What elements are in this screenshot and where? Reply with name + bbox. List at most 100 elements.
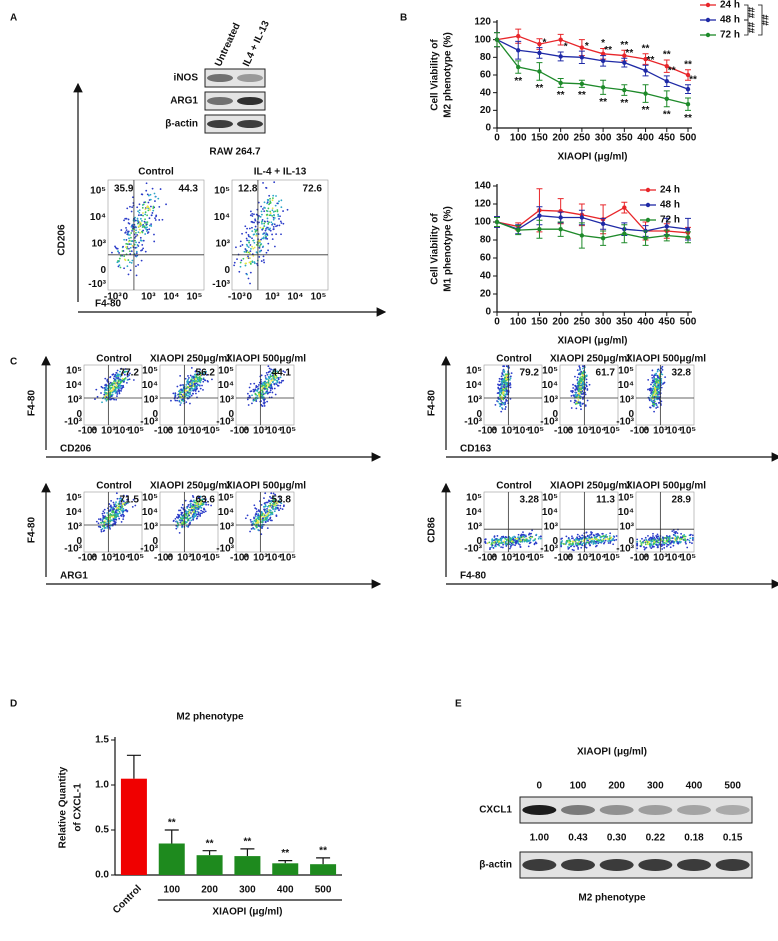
- event-dot: [272, 371, 274, 374]
- event-dot: [265, 377, 268, 380]
- event-dot: [650, 547, 653, 550]
- event-dot: [195, 514, 197, 517]
- event-dot: [140, 193, 143, 196]
- event-dot: [263, 222, 266, 225]
- event-dot: [533, 542, 536, 545]
- bracket-label: ##: [761, 14, 772, 26]
- event-dot: [126, 243, 129, 246]
- event-dot: [138, 209, 141, 212]
- event-dot: [116, 369, 119, 372]
- event-dot: [127, 498, 130, 501]
- event-dot: [667, 540, 670, 543]
- event-dot: [503, 384, 506, 386]
- event-dot: [511, 537, 514, 540]
- point: [579, 45, 585, 50]
- event-dot: [653, 541, 655, 543]
- event-dot: [676, 542, 679, 545]
- event-dot: [269, 516, 272, 519]
- event-dot: [269, 197, 271, 200]
- x-tick-label: Control: [111, 883, 144, 916]
- event-dot: [273, 387, 276, 390]
- event-dot: [194, 510, 197, 513]
- event-dot: [661, 368, 664, 371]
- event-dot: [272, 502, 274, 505]
- event-dot: [266, 217, 269, 220]
- legend-label: 72 h: [660, 215, 680, 226]
- event-dot: [247, 277, 250, 280]
- event-dot: [509, 383, 512, 386]
- point: [537, 50, 542, 56]
- flow-y-tick: 10³: [92, 238, 107, 249]
- event-dot: [262, 385, 265, 388]
- event-dot: [539, 535, 542, 538]
- event-dot: [113, 515, 116, 518]
- row-label: ARG1: [170, 96, 198, 107]
- event-dot: [683, 535, 686, 538]
- event-dot: [255, 393, 257, 396]
- event-dot: [259, 215, 262, 218]
- event-dot: [504, 401, 507, 404]
- event-dot: [663, 537, 666, 539]
- x-axis-title: XIAOPI (μg/ml): [557, 152, 627, 163]
- event-dot: [279, 220, 282, 223]
- event-dot: [282, 210, 284, 212]
- event-dot: [127, 273, 130, 276]
- quant-label: 1.00: [530, 833, 550, 844]
- flow-x-tick: 10⁴: [514, 426, 530, 437]
- flow-plot: [235, 491, 295, 553]
- event-dot: [266, 392, 269, 395]
- quadrant-value: 79.2: [520, 368, 540, 379]
- event-dot: [268, 367, 271, 370]
- row-label: CXCL1: [479, 805, 512, 816]
- flow-x-tick: 10⁴: [266, 553, 282, 564]
- event-dot: [128, 243, 131, 246]
- event-dot: [636, 547, 639, 550]
- event-dot: [527, 545, 530, 548]
- event-dot: [188, 511, 191, 513]
- flow-y-tick: 10⁴: [466, 380, 482, 391]
- event-dot: [264, 503, 267, 506]
- point: [685, 86, 691, 92]
- legend-marker: [645, 187, 651, 193]
- quant-label: 0.18: [684, 833, 704, 844]
- quadrant-value: 44.1: [272, 368, 292, 379]
- bar: [310, 864, 337, 875]
- event-dot: [676, 532, 679, 535]
- event-dot: [504, 385, 507, 388]
- event-dot: [144, 208, 147, 211]
- point: [600, 58, 606, 64]
- event-dot: [529, 532, 532, 535]
- event-dot: [649, 406, 651, 409]
- event-dot: [192, 496, 195, 499]
- event-dot: [274, 210, 277, 213]
- event-dot: [502, 388, 504, 391]
- event-dot: [275, 195, 277, 197]
- event-dot: [138, 203, 141, 206]
- event-dot: [116, 497, 119, 500]
- flow-x-tick: 10⁵: [680, 553, 696, 564]
- point: [558, 54, 563, 59]
- flow-x-tick: 10⁴: [266, 426, 282, 437]
- event-dot: [579, 542, 581, 545]
- event-dot: [130, 236, 132, 239]
- event-dot: [509, 386, 512, 389]
- event-dot: [178, 399, 181, 402]
- flow-y-tick: 10⁴: [90, 212, 106, 223]
- event-dot: [200, 377, 203, 380]
- event-dot: [145, 230, 148, 232]
- event-dot: [123, 373, 126, 376]
- event-dot: [608, 535, 611, 537]
- flow-title: Control: [96, 354, 132, 365]
- event-dot: [573, 540, 575, 543]
- significance-star: **: [168, 818, 176, 829]
- event-dot: [119, 254, 122, 257]
- point: [537, 227, 542, 232]
- significance-star: **: [684, 59, 692, 70]
- event-dot: [581, 375, 584, 378]
- event-dot: [560, 542, 563, 545]
- event-dot: [608, 539, 611, 542]
- event-dot: [117, 505, 120, 508]
- event-dot: [584, 371, 587, 374]
- event-dot: [484, 538, 487, 541]
- flow-y-tick: 10⁴: [66, 507, 82, 518]
